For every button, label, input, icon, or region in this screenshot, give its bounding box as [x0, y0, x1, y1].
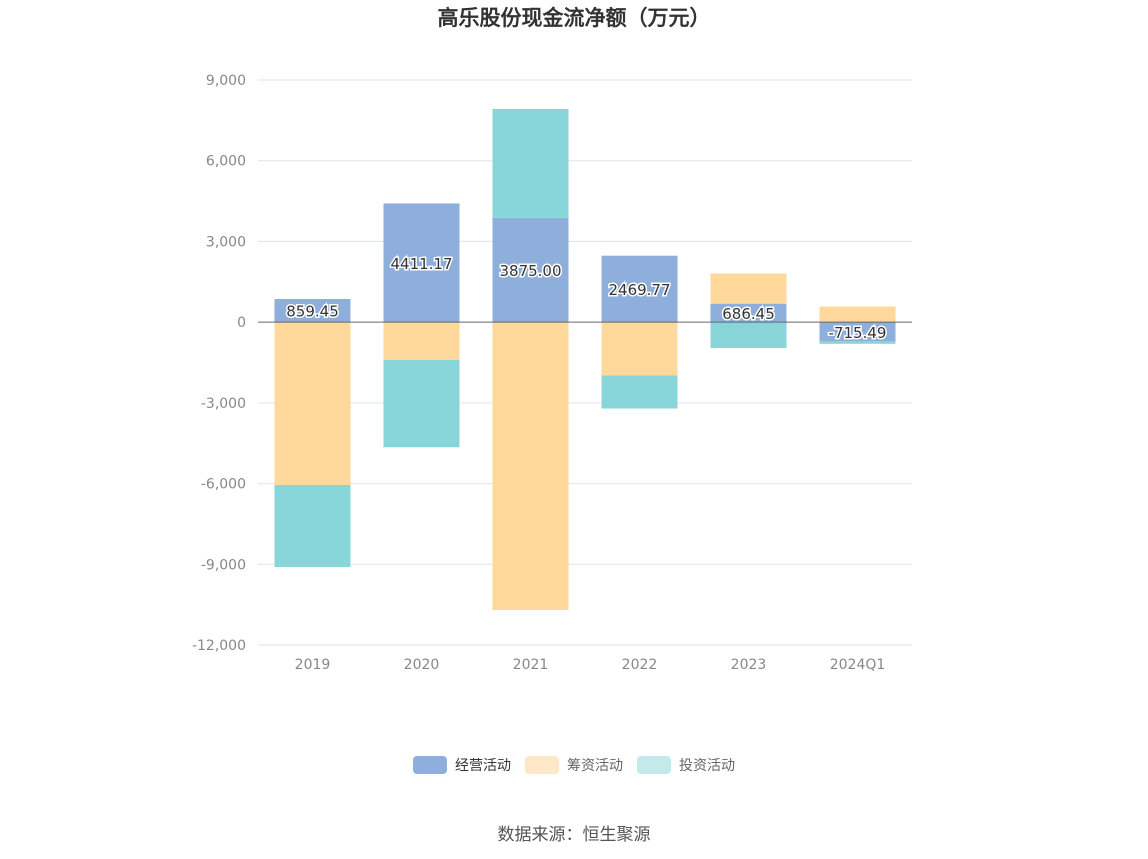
bar-financing — [710, 273, 787, 304]
y-tick-label: 6,000 — [206, 154, 246, 170]
x-tick-label: 2023 — [731, 657, 767, 673]
y-tick-label: 0 — [237, 315, 246, 331]
x-tick-label: 2021 — [513, 657, 549, 673]
y-tick-label: -9,000 — [201, 557, 246, 573]
data-label: 686.45 — [722, 305, 775, 323]
bar-financing — [819, 306, 896, 323]
x-tick-label: 2019 — [295, 657, 331, 673]
legend-swatch-operating — [413, 756, 447, 774]
bar-investing — [819, 341, 896, 344]
y-tick-label: 9,000 — [206, 73, 246, 89]
bar-financing — [274, 322, 351, 485]
legend-item-financing[interactable]: 筹资活动 — [525, 755, 623, 775]
x-tick-label: 2024Q1 — [830, 657, 886, 673]
legend-swatch-investing — [637, 756, 671, 774]
bar-operating — [710, 303, 787, 323]
bar-operating — [383, 203, 460, 323]
bar-financing — [383, 322, 460, 360]
bar-financing — [601, 322, 678, 376]
bar-operating — [492, 217, 569, 323]
y-tick-label: -12,000 — [192, 638, 246, 654]
data-label: 4411.17 — [390, 255, 452, 273]
bar-operating — [274, 299, 351, 323]
y-tick-label: 3,000 — [206, 234, 246, 250]
source-note: 数据来源：恒生聚源 — [497, 825, 651, 845]
y-tick-label: -6,000 — [201, 477, 246, 493]
y-tick-label: -3,000 — [201, 396, 246, 412]
bar-operating — [819, 322, 896, 342]
chart-legend: 经营活动 筹资活动 投资活动 — [0, 755, 1148, 775]
legend-swatch-financing — [525, 756, 559, 774]
legend-label-operating: 经营活动 — [455, 758, 511, 774]
data-label: 859.45 — [286, 303, 339, 321]
x-tick-label: 2022 — [622, 657, 658, 673]
data-label: 3875.00 — [499, 262, 561, 280]
data-label: 2469.77 — [608, 281, 670, 299]
legend-item-investing[interactable]: 投资活动 — [637, 755, 735, 775]
bar-investing — [601, 375, 678, 409]
bar-investing — [383, 359, 460, 448]
legend-item-operating[interactable]: 经营活动 — [413, 755, 511, 775]
data-label: -715.49 — [829, 324, 887, 342]
x-tick-label: 2020 — [404, 657, 440, 673]
bar-financing — [492, 322, 569, 611]
bar-operating — [601, 255, 678, 323]
bar-investing — [492, 108, 569, 218]
legend-label-investing: 投资活动 — [679, 758, 735, 774]
legend-label-financing: 筹资活动 — [567, 758, 623, 774]
bar-investing — [274, 484, 351, 567]
bar-investing — [710, 322, 787, 348]
chart-title: 高乐股份现金流净额（万元） — [437, 6, 711, 30]
